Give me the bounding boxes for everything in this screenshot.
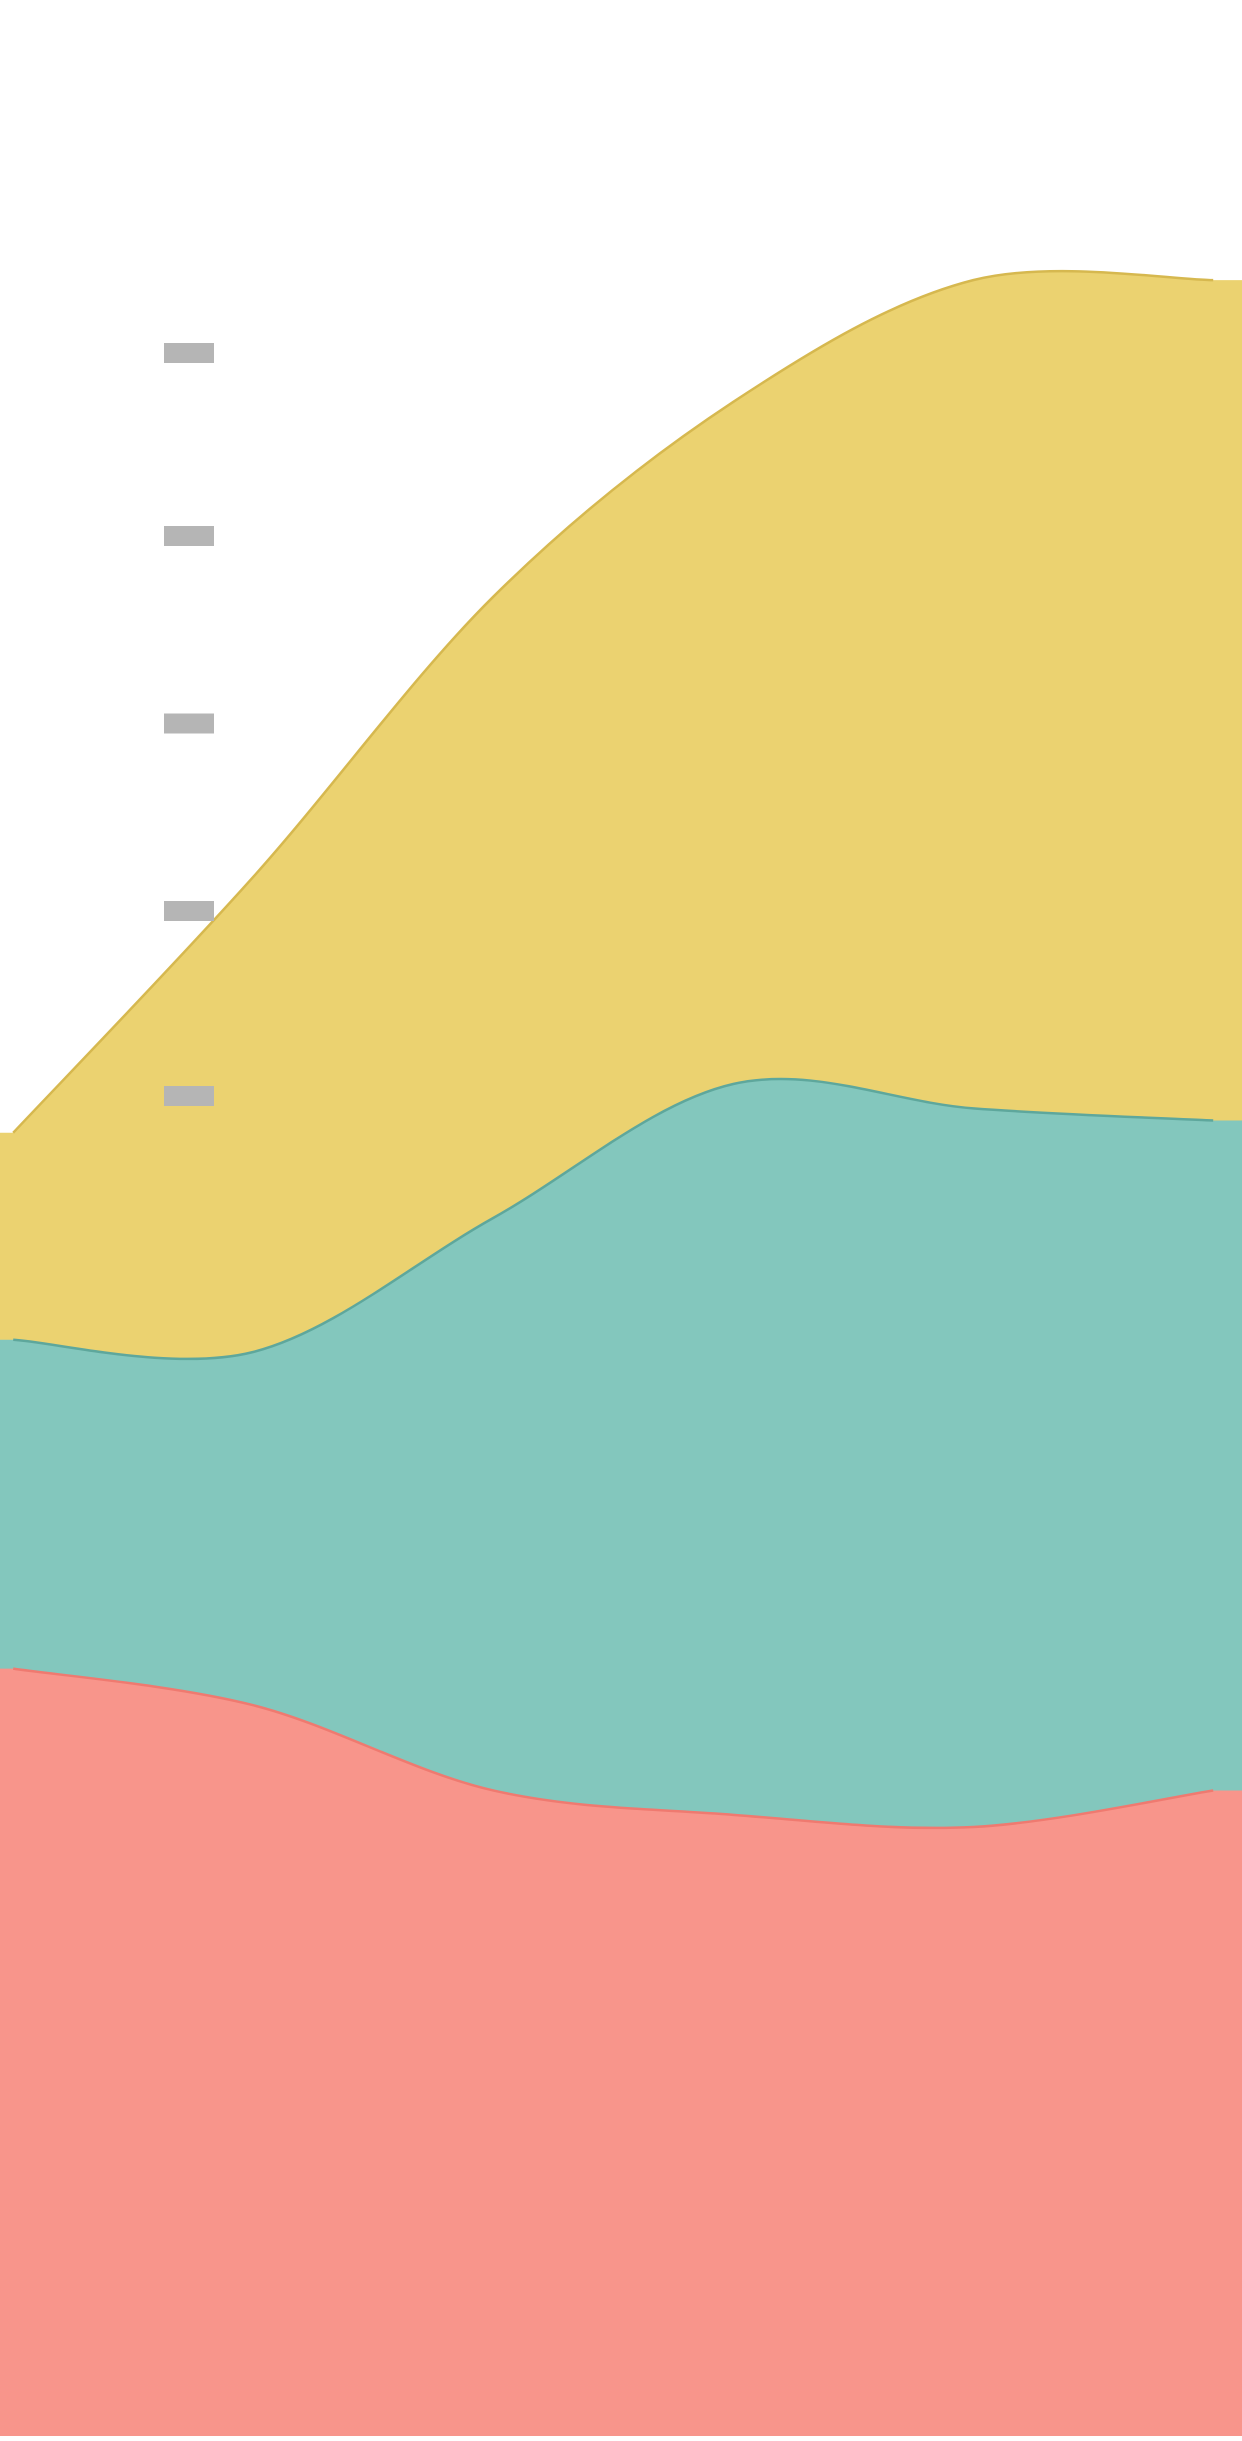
series-1-area	[0, 1668, 1242, 2441]
y-tick-4	[164, 525, 214, 546]
areas-layer	[0, 269, 1242, 2441]
y-tick-1	[164, 1086, 214, 1107]
series-3-line	[12, 269, 1214, 1134]
y-tick-2	[164, 901, 214, 922]
y-tick-5	[164, 343, 214, 364]
series-2-line	[13, 1077, 1214, 1361]
series-1-line	[13, 1667, 1214, 1830]
y-axis-ticks	[164, 343, 214, 1107]
y-tick-3	[164, 713, 214, 734]
